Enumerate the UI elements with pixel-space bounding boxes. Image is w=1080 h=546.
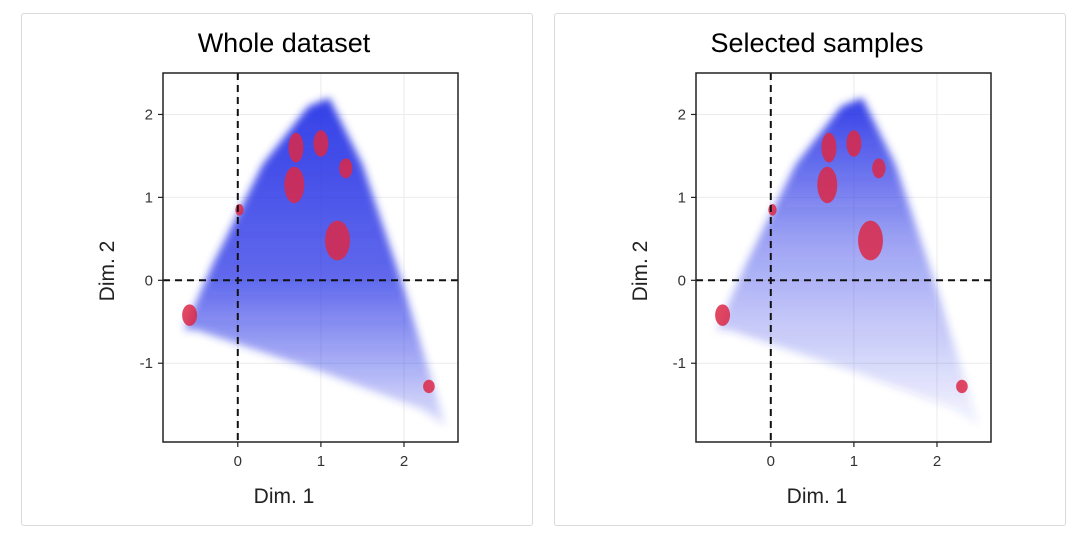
chart-title: Selected samples xyxy=(710,28,923,58)
density-area xyxy=(183,97,446,426)
highlight-region xyxy=(423,379,435,394)
highlight-region xyxy=(313,130,329,157)
highlight-region xyxy=(288,132,304,163)
x-tick-label: 0 xyxy=(767,453,775,470)
density-area xyxy=(716,97,979,426)
x-tick-label: 2 xyxy=(400,453,408,470)
highlight-region xyxy=(821,132,837,163)
y-tick-label: -1 xyxy=(673,355,686,372)
y-tick-label: -1 xyxy=(140,355,153,372)
x-tick-label: 1 xyxy=(317,453,325,470)
y-tick-label: 0 xyxy=(145,272,153,289)
highlight-region xyxy=(956,379,968,394)
y-tick-label: 0 xyxy=(678,272,686,289)
highlight-region xyxy=(858,220,883,261)
highlight-region xyxy=(284,166,305,204)
y-axis-label: Dim. 2 xyxy=(629,241,652,302)
density-group xyxy=(715,97,979,426)
x-tick-label: 2 xyxy=(933,453,941,470)
y-axis-label: Dim. 2 xyxy=(96,241,119,302)
chart-panel-whole-dataset: Whole dataset Dim. 1 Dim. 2 0 1 2 -1 0 1 2 xyxy=(21,13,533,526)
y-tick-label: 2 xyxy=(145,106,153,123)
chart-panel-selected-samples: Selected samples Dim. 1 Dim. 2 0 1 2 -1 0 1 2 xyxy=(554,13,1066,526)
density-group xyxy=(182,97,446,426)
x-axis-label: Dim. 1 xyxy=(254,485,315,508)
y-tick-label: 1 xyxy=(678,189,686,206)
highlight-region xyxy=(339,158,353,179)
x-axis-label: Dim. 1 xyxy=(787,485,848,508)
y-tick-label: 2 xyxy=(678,106,686,123)
plot-frame xyxy=(162,72,459,443)
x-tick-label: 0 xyxy=(234,453,242,470)
highlight-region xyxy=(235,204,244,216)
highlight-region xyxy=(872,158,886,179)
highlight-region xyxy=(846,130,862,157)
chart-title: Whole dataset xyxy=(198,28,371,58)
highlight-region xyxy=(325,220,350,261)
x-tick-label: 1 xyxy=(850,453,858,470)
highlight-region xyxy=(715,304,731,326)
y-tick-label: 1 xyxy=(145,189,153,206)
chart-svg: Whole dataset Dim. 1 Dim. 2 0 1 2 -1 0 1 2 xyxy=(96,28,459,508)
highlight-region xyxy=(817,166,838,204)
highlight-region xyxy=(182,304,198,326)
highlight-region xyxy=(768,204,777,216)
chart-svg: Selected samples Dim. 1 Dim. 2 0 1 2 -1 0 1 2 xyxy=(629,28,992,508)
plot-frame xyxy=(695,72,992,443)
